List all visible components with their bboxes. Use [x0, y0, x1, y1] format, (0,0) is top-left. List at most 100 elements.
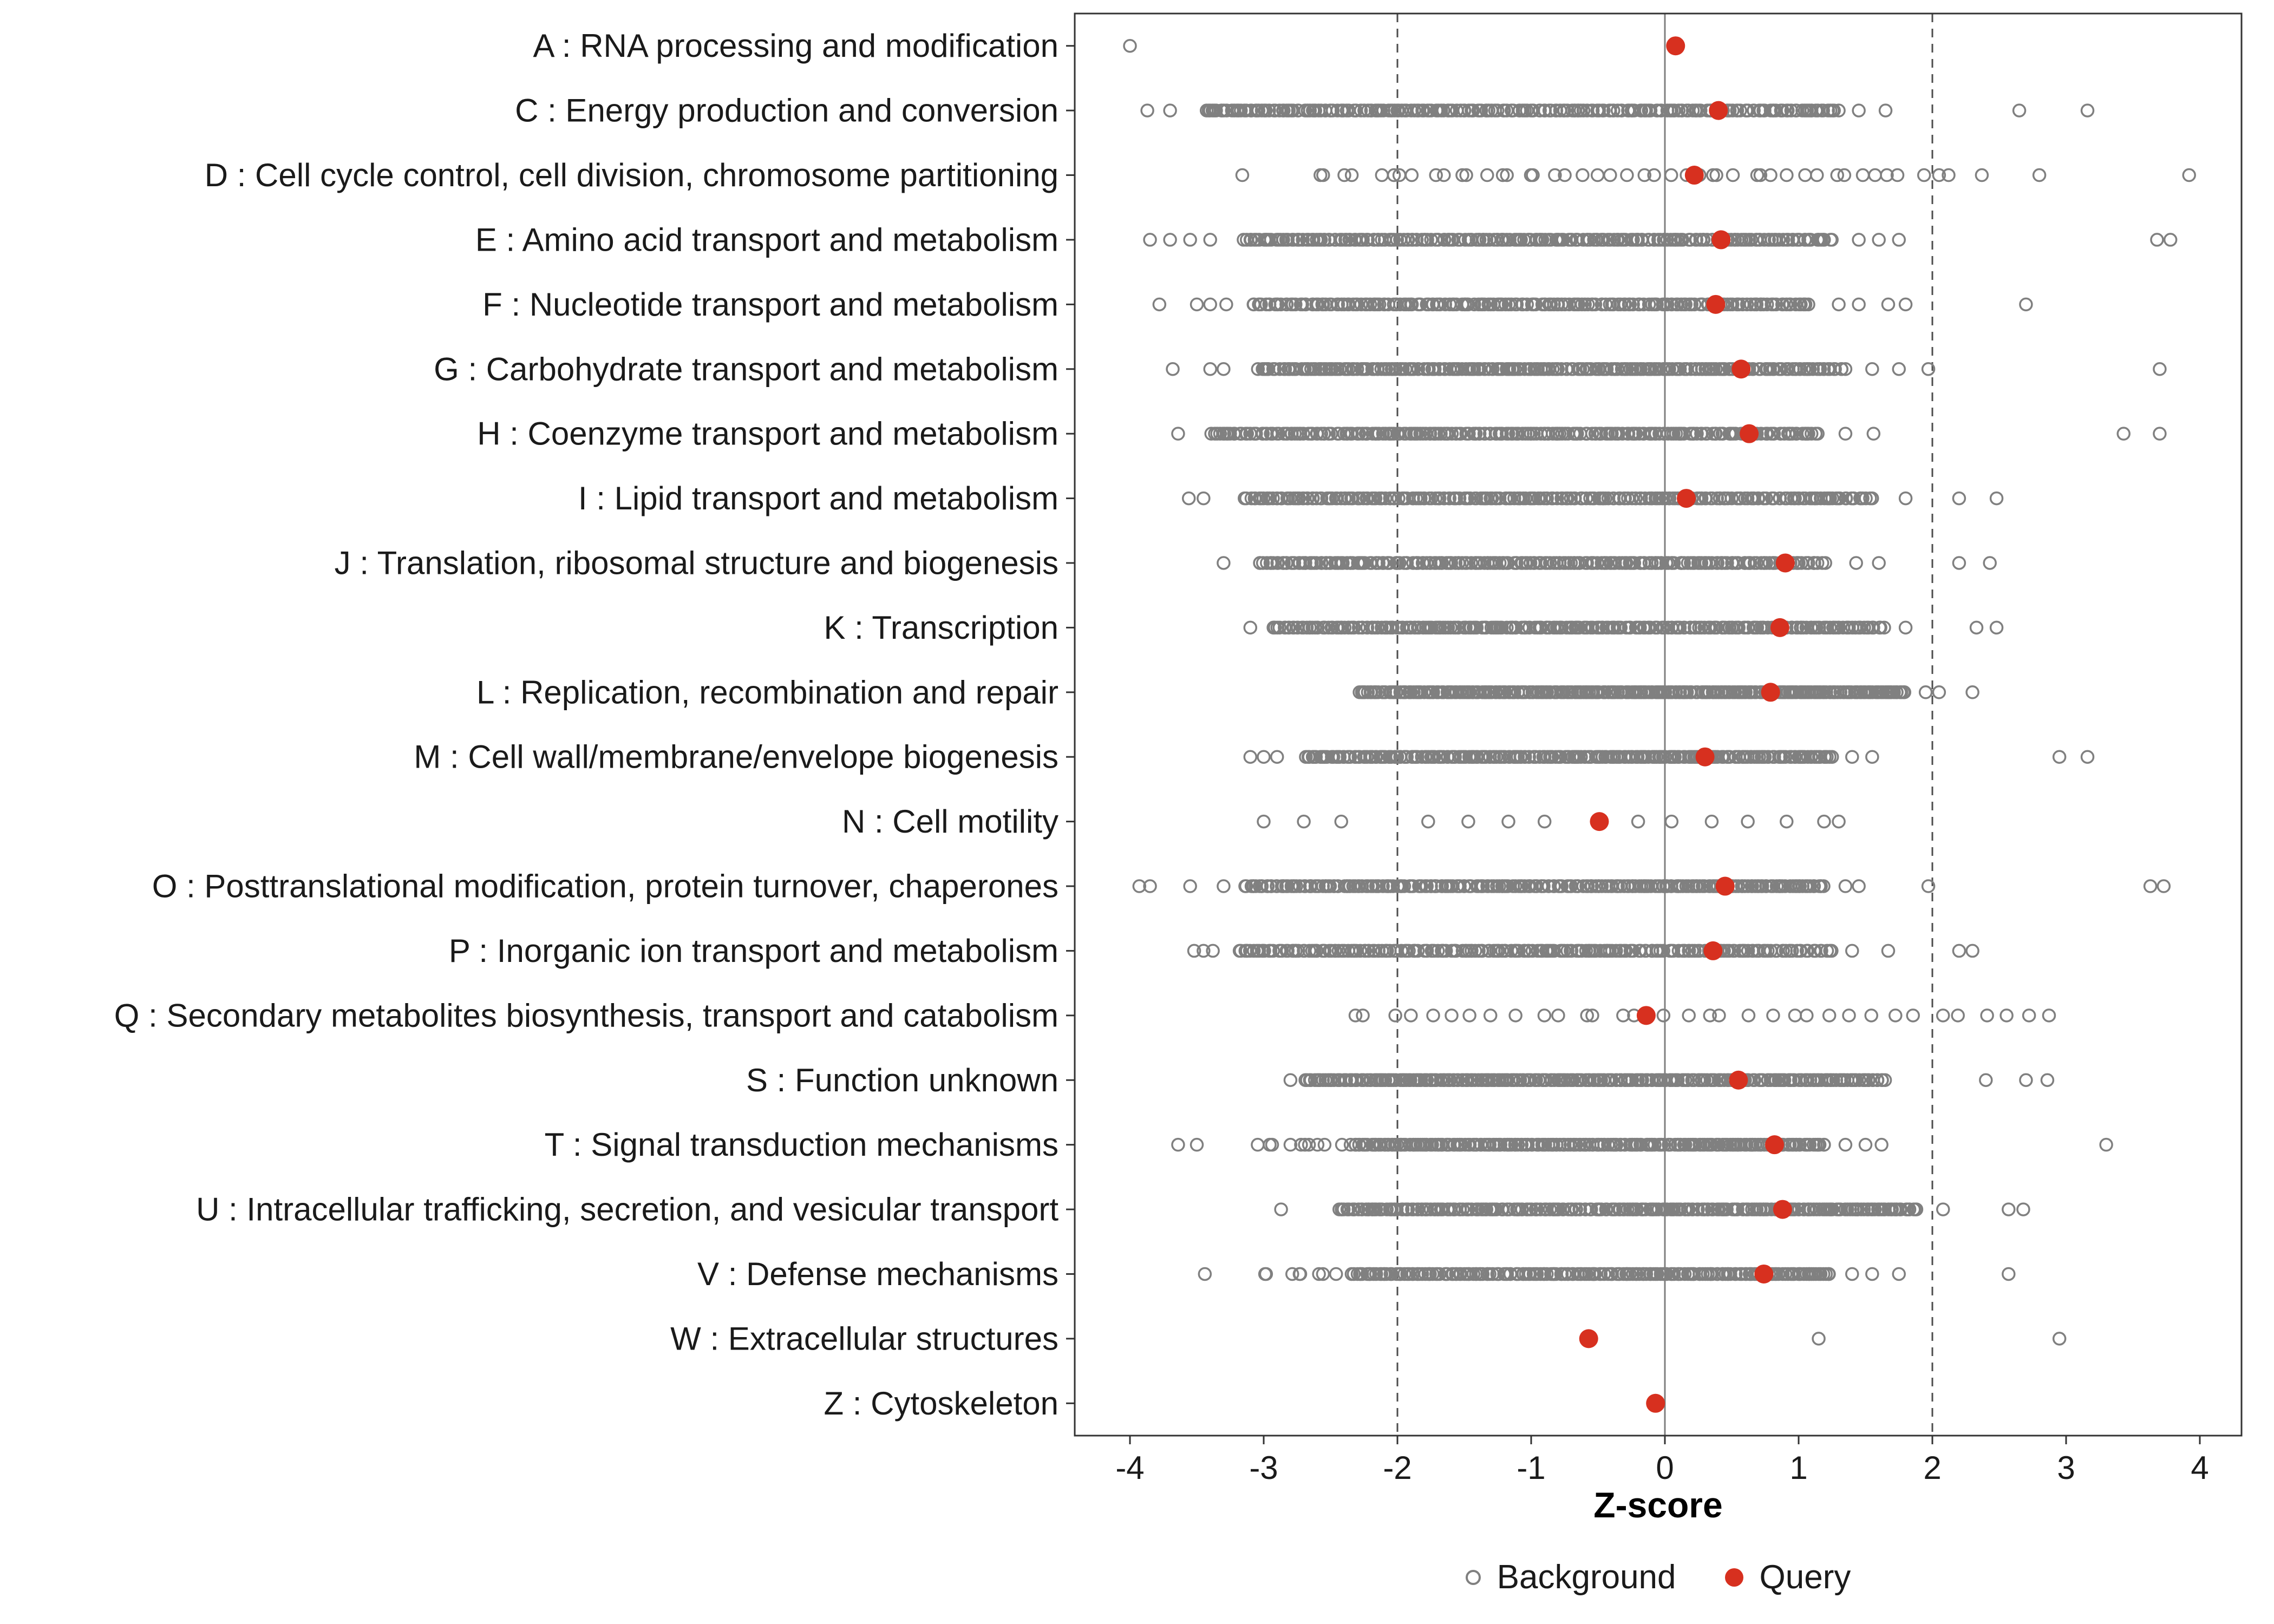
- background-point: [1260, 491, 1275, 506]
- background-point: [1410, 944, 1425, 958]
- background-point: [1542, 103, 1557, 117]
- background-point: [1332, 750, 1347, 764]
- background-point: [1759, 879, 1773, 893]
- background-point: [1859, 491, 1873, 506]
- background-point: [1539, 491, 1554, 506]
- query-point: [1706, 294, 1726, 314]
- background-point: [1467, 297, 1481, 312]
- background-point: [1347, 1267, 1361, 1281]
- background-point: [1842, 1009, 1856, 1023]
- background-point: [1433, 362, 1447, 376]
- background-point: [1256, 556, 1270, 570]
- background-point: [1401, 1202, 1415, 1216]
- background-point: [1203, 362, 1217, 376]
- x-axis-tick-label: 1: [1789, 1450, 1807, 1486]
- background-point: [1293, 1267, 1308, 1281]
- background-point: [1617, 944, 1631, 958]
- background-point: [1482, 944, 1497, 958]
- background-point: [1643, 103, 1658, 117]
- y-axis-category-label: O : Posttranslational modification, prot…: [152, 868, 1058, 905]
- background-point: [2153, 427, 2167, 441]
- background-point: [1652, 362, 1667, 376]
- background-point: [1560, 750, 1575, 764]
- background-point: [1328, 944, 1342, 958]
- background-point: [1660, 297, 1675, 312]
- background-point: [1309, 556, 1324, 570]
- background-point: [1267, 103, 1281, 117]
- background-point: [1397, 879, 1412, 893]
- background-point: [1306, 491, 1320, 506]
- background-point: [1421, 814, 1435, 829]
- background-point: [1466, 103, 1480, 117]
- background-point: [1302, 1137, 1316, 1152]
- background-point: [2019, 297, 2033, 312]
- y-axis-category-label: J : Translation, ribosomal structure and…: [335, 545, 1058, 581]
- background-point: [1411, 362, 1426, 376]
- background-point: [1893, 1202, 1908, 1216]
- background-point: [1400, 750, 1414, 764]
- y-axis-category-label: T : Signal transduction mechanisms: [545, 1127, 1058, 1163]
- background-point: [1816, 879, 1831, 893]
- background-point: [2052, 750, 2067, 764]
- background-point: [1297, 814, 1311, 829]
- background-point: [1479, 750, 1493, 764]
- background-point: [1190, 1137, 1204, 1152]
- background-point: [1445, 427, 1459, 441]
- background-point: [1838, 362, 1853, 376]
- background-point: [1687, 1073, 1701, 1087]
- background-point: [2143, 879, 2158, 893]
- background-point: [1873, 620, 1887, 635]
- background-point: [1317, 1137, 1332, 1152]
- background-point: [1588, 297, 1603, 312]
- background-point: [1551, 362, 1565, 376]
- background-point: [1889, 1009, 1903, 1023]
- background-point: [1524, 1202, 1539, 1216]
- background-point: [1630, 1202, 1644, 1216]
- background-point: [1407, 362, 1421, 376]
- background-point: [1574, 750, 1588, 764]
- background-point: [1932, 168, 1946, 182]
- background-point: [2012, 103, 2027, 117]
- background-point: [1190, 297, 1204, 312]
- background-point: [1703, 1009, 1717, 1023]
- background-point: [1625, 491, 1639, 506]
- filled-circle-icon: [1724, 1568, 1743, 1587]
- background-point: [1235, 168, 1250, 182]
- background-point: [1898, 297, 1913, 312]
- background-point: [1716, 620, 1730, 635]
- background-point: [1352, 1137, 1367, 1152]
- background-point: [1485, 491, 1499, 506]
- y-axis-category-label: L : Replication, recombination and repai…: [476, 674, 1058, 710]
- background-point: [1698, 427, 1713, 441]
- background-point: [1576, 168, 1590, 182]
- background-point: [1420, 1073, 1434, 1087]
- background-point: [1638, 1202, 1653, 1216]
- query-point: [1590, 812, 1609, 831]
- background-point: [1508, 879, 1522, 893]
- background-point: [1251, 362, 1265, 376]
- background-point: [1283, 1073, 1298, 1087]
- background-point: [1749, 556, 1764, 570]
- background-point: [1801, 556, 1815, 570]
- background-point: [1989, 491, 2004, 506]
- background-point: [1382, 556, 1397, 570]
- background-point: [1483, 1009, 1498, 1023]
- background-point: [1292, 233, 1306, 247]
- background-point: [1760, 297, 1774, 312]
- background-point: [1283, 1137, 1298, 1152]
- background-point: [1259, 1267, 1273, 1281]
- background-point: [1409, 556, 1424, 570]
- background-point: [1203, 233, 1217, 247]
- background-point: [1712, 1009, 1726, 1023]
- background-point: [1201, 103, 1216, 117]
- background-point: [1427, 750, 1442, 764]
- background-point: [1603, 168, 1617, 182]
- background-point: [1546, 879, 1561, 893]
- background-point: [1852, 879, 1866, 893]
- background-point: [1807, 879, 1821, 893]
- background-point: [1705, 1267, 1720, 1281]
- background-point: [1710, 1137, 1724, 1152]
- background-point: [1849, 556, 1863, 570]
- background-point: [1285, 1267, 1299, 1281]
- y-axis-category-label: I : Lipid transport and metabolism: [578, 480, 1058, 516]
